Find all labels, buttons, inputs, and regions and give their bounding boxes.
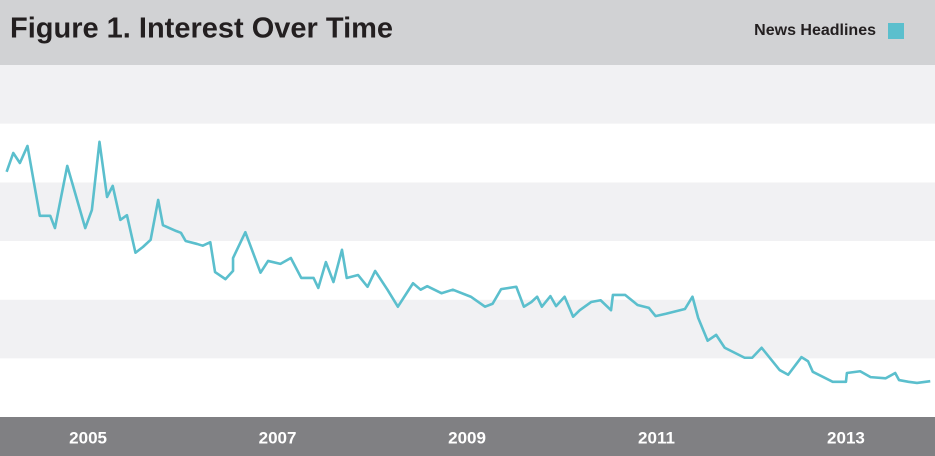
axis-bar [0, 417, 935, 456]
grid-band [0, 182, 935, 241]
header-bar [0, 0, 935, 65]
x-tick-label: 2009 [448, 428, 486, 447]
data-line [5, 140, 931, 385]
grid-band [0, 123, 935, 183]
x-tick-label: 2007 [259, 428, 297, 447]
x-tick-label: 2013 [827, 428, 865, 447]
legend-label: News Headlines [754, 22, 876, 39]
grid-band [0, 299, 935, 359]
x-tick-label: 2005 [69, 428, 107, 447]
legend-swatch [888, 23, 904, 39]
x-tick-label: 2011 [638, 428, 675, 447]
grid-band [0, 241, 935, 300]
chart-title: Figure 1. Interest Over Time [10, 13, 393, 45]
grid-band [0, 65, 935, 124]
